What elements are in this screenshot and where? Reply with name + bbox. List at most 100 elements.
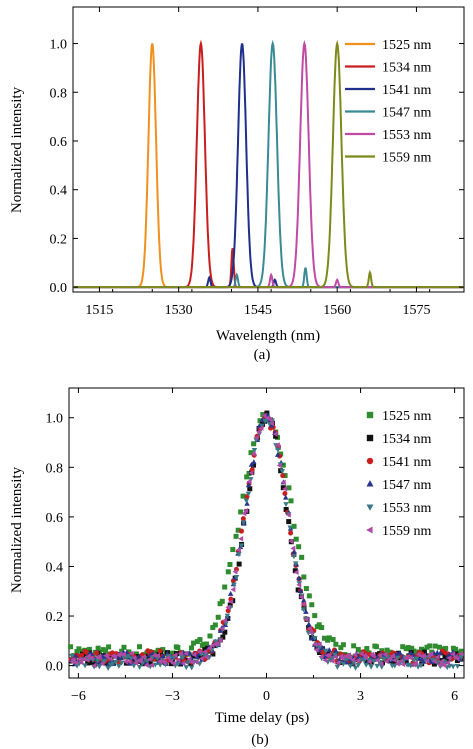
data-point bbox=[318, 653, 324, 660]
y-tick-label: 0.2 bbox=[46, 610, 64, 625]
data-point bbox=[223, 621, 229, 627]
data-point bbox=[450, 664, 456, 670]
data-point bbox=[134, 654, 140, 660]
data-point bbox=[358, 650, 364, 657]
data-point bbox=[74, 663, 80, 669]
data-point bbox=[321, 635, 327, 641]
data-point bbox=[194, 653, 200, 659]
data-point bbox=[197, 654, 203, 660]
legend-label: 1525 nm bbox=[382, 409, 432, 424]
data-point bbox=[244, 474, 250, 480]
data-point bbox=[446, 655, 452, 661]
data-point bbox=[255, 429, 261, 435]
data-point bbox=[250, 451, 256, 457]
data-point bbox=[267, 416, 273, 423]
legend-label: 1541 nm bbox=[382, 455, 432, 470]
data-point bbox=[264, 410, 270, 416]
data-point bbox=[443, 645, 449, 651]
data-point bbox=[79, 648, 85, 654]
legend-marker bbox=[366, 457, 374, 465]
data-point bbox=[351, 643, 357, 649]
data-point bbox=[206, 645, 212, 652]
data-point bbox=[449, 651, 455, 657]
data-point bbox=[122, 658, 128, 665]
data-point bbox=[204, 641, 210, 647]
data-point bbox=[288, 538, 294, 545]
data-point bbox=[273, 433, 279, 439]
data-point bbox=[259, 423, 265, 429]
data-point bbox=[431, 661, 437, 667]
data-point bbox=[437, 662, 443, 668]
data-point bbox=[126, 649, 132, 655]
data-point bbox=[81, 653, 87, 659]
data-point bbox=[313, 647, 319, 653]
data-point bbox=[413, 650, 419, 656]
data-point bbox=[243, 507, 249, 514]
data-point bbox=[421, 658, 427, 664]
data-point bbox=[235, 547, 241, 553]
panel-a-x-ticks: 1515 1530 1545 1560 1575 bbox=[85, 7, 430, 318]
data-point bbox=[170, 650, 176, 656]
y-tick-label: 1.0 bbox=[46, 412, 64, 427]
data-point bbox=[366, 659, 372, 665]
data-point bbox=[292, 561, 299, 567]
data-point bbox=[244, 500, 250, 506]
data-point bbox=[338, 645, 344, 651]
panel-a-caption: (a) bbox=[254, 347, 271, 363]
data-point bbox=[238, 509, 244, 515]
panel-b-x-ticks: −6 −3 0 3 6 bbox=[71, 388, 458, 704]
data-point bbox=[88, 660, 94, 666]
data-point bbox=[317, 649, 323, 655]
data-point bbox=[373, 644, 379, 650]
data-point bbox=[237, 544, 244, 550]
data-point bbox=[282, 490, 288, 496]
data-point bbox=[235, 527, 241, 533]
data-point bbox=[458, 650, 464, 657]
data-point bbox=[157, 662, 163, 668]
data-point bbox=[99, 660, 105, 667]
panel-b-y-axis-label: Normalized intensity bbox=[9, 466, 25, 593]
legend-label: 1534 nm bbox=[382, 432, 432, 447]
data-point bbox=[188, 665, 195, 671]
data-point bbox=[157, 648, 163, 654]
y-tick-label: 0.6 bbox=[50, 135, 68, 150]
data-point bbox=[236, 561, 242, 567]
data-point bbox=[442, 654, 448, 660]
data-point bbox=[303, 608, 309, 614]
data-point bbox=[383, 658, 389, 665]
data-point bbox=[141, 653, 147, 660]
data-point bbox=[222, 629, 228, 635]
data-point bbox=[222, 584, 228, 590]
data-point bbox=[424, 657, 430, 664]
data-point bbox=[312, 641, 318, 648]
data-point bbox=[408, 650, 414, 656]
data-point bbox=[274, 451, 281, 457]
data-point bbox=[322, 648, 329, 654]
data-point bbox=[397, 650, 403, 656]
data-point bbox=[69, 653, 75, 659]
data-point bbox=[68, 644, 74, 650]
data-point bbox=[260, 412, 266, 418]
data-point bbox=[282, 494, 289, 500]
y-tick-label: 0.8 bbox=[46, 461, 64, 476]
data-point bbox=[84, 657, 90, 663]
data-point bbox=[188, 645, 194, 651]
data-point bbox=[352, 651, 358, 658]
data-point bbox=[377, 652, 383, 659]
data-point bbox=[351, 660, 357, 666]
data-point bbox=[253, 434, 259, 441]
data-point bbox=[133, 651, 139, 657]
data-point bbox=[300, 607, 307, 613]
data-point bbox=[370, 653, 376, 659]
data-point bbox=[454, 663, 461, 669]
data-point bbox=[212, 622, 218, 628]
data-point bbox=[346, 652, 352, 658]
data-point bbox=[175, 661, 181, 667]
data-point bbox=[400, 661, 406, 668]
data-point bbox=[126, 658, 132, 665]
spectrum-line-1559-nm bbox=[73, 39, 464, 289]
data-point bbox=[120, 651, 126, 658]
data-point bbox=[308, 635, 315, 641]
data-point bbox=[210, 651, 216, 657]
data-point bbox=[326, 647, 333, 653]
